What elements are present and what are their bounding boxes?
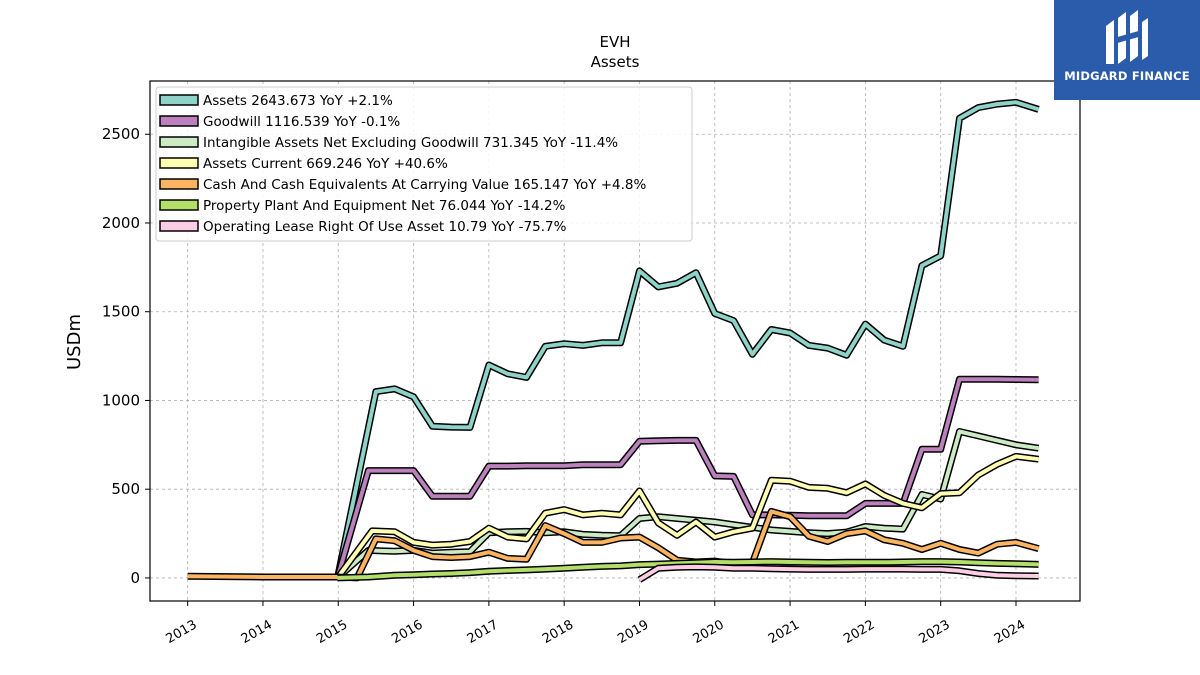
legend-swatch [159,199,199,211]
x-tick-label: 2016 [389,617,425,647]
legend-swatch [159,115,199,127]
legend-label: Assets Current 669.246 YoY +40.6% [203,156,448,172]
x-tick-label: 2022 [841,617,877,647]
legend-box [155,86,693,242]
y-tick-label: 1500 [102,303,140,321]
series-property-plant-and-equipment-net [337,558,1039,582]
legend-item: Goodwill 1116.539 YoY -0.1% [159,114,400,130]
legend-label: Operating Lease Right Of Use Asset 10.79… [203,219,567,235]
y-tick-label: 1000 [102,391,140,409]
series-line [187,509,1040,580]
legend-swatch [159,136,199,148]
y-tick-label: 0 [130,569,140,587]
legend-label: Goodwill 1116.539 YoY -0.1% [203,114,400,130]
y-tick-label: 2000 [102,214,140,232]
series-line [335,100,1040,579]
series-goodwill [334,375,1039,579]
y-tick-label: 2500 [102,125,140,143]
legend-swatch [159,94,199,106]
legend-item: Assets 2643.673 YoY +2.1% [159,93,393,109]
series-assets [334,98,1040,579]
legend-swatch [159,220,199,232]
midgard-finance-logo: MIDGARD FINANCE [1054,0,1200,100]
legend-item: Intangible Assets Net Excluding Goodwill… [159,135,618,151]
series-cash-and-cash-equivalents-at-carrying-value [187,507,1040,582]
legend-label: Assets 2643.673 YoY +2.1% [203,93,393,109]
x-tick-label: 2019 [615,617,651,647]
legend-item: Assets Current 669.246 YoY +40.6% [159,156,448,172]
x-tick-label: 2017 [465,617,501,647]
legend-item: Property Plant And Equipment Net 76.044 … [159,198,566,214]
plot-frame [149,80,1081,602]
legend-item: Cash And Cash Equivalents At Carrying Va… [159,177,647,193]
series-line [638,564,1039,582]
series-operating-lease-right-of-use-asset [637,563,1039,583]
series-line [335,454,1039,580]
logo-mark-icon [1106,10,1148,64]
series-assets-current [334,452,1040,580]
y-axis-ticks: 0 500 1000 1500 2000 2500 [102,125,150,587]
legend-swatch [159,178,199,190]
legend-label: Intangible Assets Net Excluding Goodwill… [203,135,618,151]
legend: Assets 2643.673 YoY +2.1% Goodwill 1116.5… [155,86,693,242]
chart-subtitle: Assets [591,53,640,71]
x-tick-label: 2018 [540,617,576,647]
y-axis-label: USDm [64,314,85,370]
legend-label: Cash And Cash Equivalents At Carrying Va… [203,177,647,193]
x-tick-label: 2020 [691,617,727,647]
series-line [337,559,1039,580]
x-tick-label: 2024 [992,617,1028,647]
x-tick-label: 2023 [917,617,953,647]
series-lines [187,98,1040,583]
x-tick-label: 2015 [314,617,350,647]
x-axis-ticks: 2013 2014 2015 2016 2017 2018 2019 2020 2021 2022… [163,601,1028,647]
legend-item: Operating Lease Right Of Use Asset 10.79… [159,219,567,235]
chart-title: EVH [599,33,630,51]
x-tick-label: 2021 [766,617,802,647]
x-tick-label: 2013 [163,617,199,647]
y-tick-label: 500 [111,480,140,498]
x-tick-label: 2014 [239,617,275,647]
legend-swatch [159,157,199,169]
legend-label: Property Plant And Equipment Net 76.044 … [203,198,566,214]
series-line [335,377,1039,579]
logo-text: MIDGARD FINANCE [1064,69,1190,83]
